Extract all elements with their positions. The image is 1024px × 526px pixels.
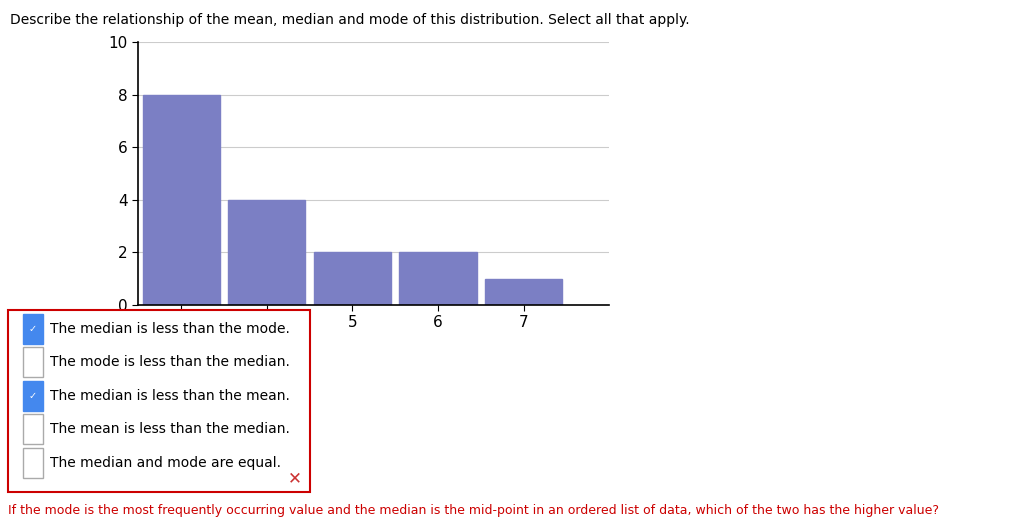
Text: The median is less than the mean.: The median is less than the mean.	[50, 389, 290, 403]
Text: ✓: ✓	[29, 323, 37, 334]
Text: The mode is less than the median.: The mode is less than the median.	[50, 355, 290, 369]
Text: ✕: ✕	[288, 470, 302, 488]
Bar	[142, 95, 219, 305]
Text: The median and mode are equal.: The median and mode are equal.	[50, 456, 282, 470]
Text: The median is less than the mode.: The median is less than the mode.	[50, 322, 290, 336]
Bar	[228, 200, 305, 305]
Text: The mean is less than the median.: The mean is less than the median.	[50, 422, 290, 437]
Text: If the mode is the most frequently occurring value and the median is the mid-poi: If the mode is the most frequently occur…	[8, 503, 939, 517]
Text: Describe the relationship of the mean, median and mode of this distribution. Sel: Describe the relationship of the mean, m…	[10, 13, 690, 27]
Text: ✓: ✓	[29, 391, 37, 401]
Bar	[313, 252, 391, 305]
Bar	[485, 279, 562, 305]
Bar	[399, 252, 476, 305]
